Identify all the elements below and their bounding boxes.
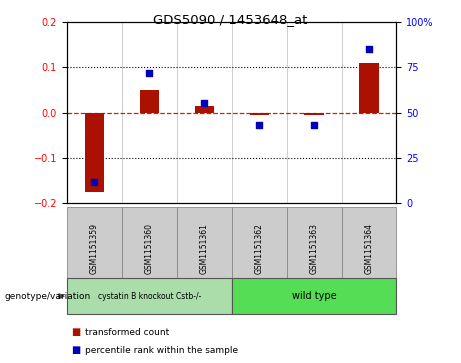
Point: [255, 122, 263, 128]
Bar: [249, 113, 269, 115]
Text: GSM1151363: GSM1151363: [309, 223, 319, 274]
Point: [146, 70, 153, 76]
Text: wild type: wild type: [292, 291, 337, 301]
Text: cystatin B knockout Cstb-/-: cystatin B knockout Cstb-/-: [98, 292, 201, 301]
Point: [91, 179, 98, 184]
Text: ■: ■: [71, 327, 81, 337]
Bar: [140, 90, 159, 113]
Bar: [85, 113, 104, 192]
Bar: [195, 106, 214, 113]
Text: GSM1151360: GSM1151360: [145, 223, 154, 274]
Text: GSM1151361: GSM1151361: [200, 223, 209, 274]
Point: [310, 122, 318, 128]
Text: ■: ■: [71, 345, 81, 355]
Text: percentile rank within the sample: percentile rank within the sample: [85, 346, 238, 355]
Text: GDS5090 / 1453648_at: GDS5090 / 1453648_at: [154, 13, 307, 26]
Text: GSM1151362: GSM1151362: [254, 223, 264, 274]
Bar: [360, 63, 378, 113]
Point: [365, 46, 372, 52]
Point: [201, 101, 208, 106]
Text: GSM1151359: GSM1151359: [90, 223, 99, 274]
Text: transformed count: transformed count: [85, 328, 170, 337]
Text: GSM1151364: GSM1151364: [365, 223, 373, 274]
Bar: [304, 113, 324, 115]
Text: genotype/variation: genotype/variation: [5, 292, 91, 301]
